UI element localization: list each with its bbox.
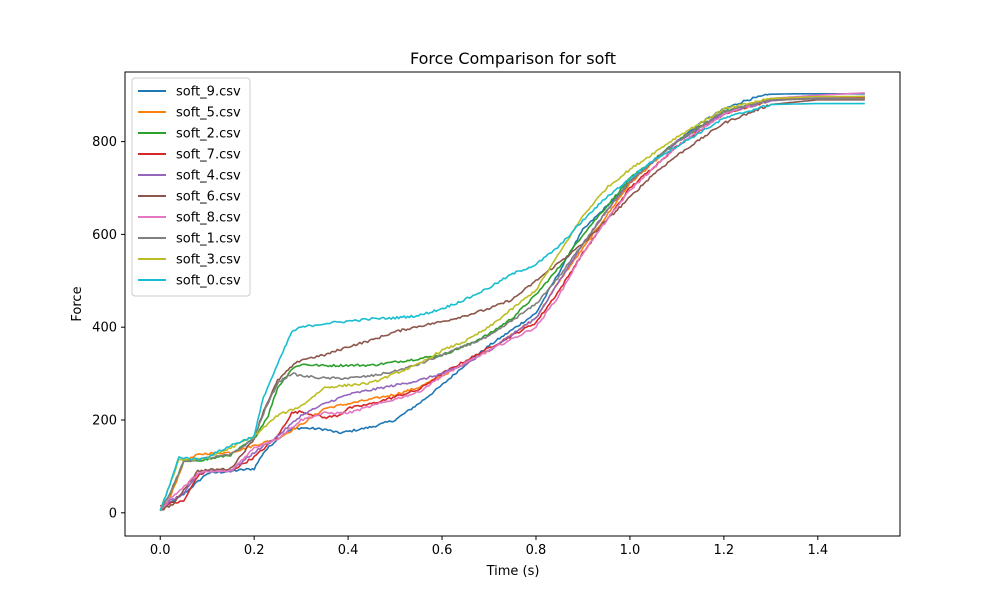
y-axis-ticks: 0 200 400 600 800 xyxy=(92,135,125,521)
x-tick-label: 1.2 xyxy=(714,543,735,558)
legend-label: soft_7.csv xyxy=(176,148,241,163)
x-axis-ticks: 0.0 0.2 0.4 0.6 0.8 1.0 1.2 1.4 xyxy=(150,536,828,558)
x-tick-label: 0.4 xyxy=(338,543,359,558)
x-tick-label: 1.4 xyxy=(807,543,828,558)
plot-lines xyxy=(159,92,865,512)
x-tick-label: 0.2 xyxy=(244,543,265,558)
series-line-8 xyxy=(159,95,865,511)
x-tick-label: 0.6 xyxy=(432,543,453,558)
legend-label: soft_0.csv xyxy=(176,274,241,289)
legend-label: soft_3.csv xyxy=(176,253,241,268)
y-tick-label: 600 xyxy=(92,228,117,243)
y-tick-label: 400 xyxy=(92,321,117,336)
series-line-6 xyxy=(159,92,865,512)
y-tick-label: 200 xyxy=(92,414,117,429)
x-axis-label: Time (s) xyxy=(486,564,540,579)
x-tick-label: 1.0 xyxy=(620,543,641,558)
y-tick-label: 800 xyxy=(92,135,117,150)
x-tick-label: 0.8 xyxy=(526,543,547,558)
legend-label: soft_5.csv xyxy=(176,106,241,121)
plot-frame xyxy=(124,71,901,537)
chart-title: Force Comparison for soft xyxy=(410,49,616,68)
legend-label: soft_9.csv xyxy=(176,85,241,100)
y-axis-label: Force xyxy=(70,286,85,321)
y-tick-label: 0 xyxy=(109,506,117,521)
legend-label: soft_4.csv xyxy=(176,169,241,184)
legend-label: soft_8.csv xyxy=(176,211,241,226)
series-line-9 xyxy=(159,102,865,511)
legend: soft_9.csv soft_5.csv soft_2.csv soft_7.csv… xyxy=(131,77,251,297)
x-tick-label: 0.0 xyxy=(150,543,171,558)
legend-label: soft_1.csv xyxy=(176,232,241,247)
series-line-5 xyxy=(159,99,865,512)
legend-label: soft_6.csv xyxy=(176,190,241,205)
legend-label: soft_2.csv xyxy=(176,127,241,142)
